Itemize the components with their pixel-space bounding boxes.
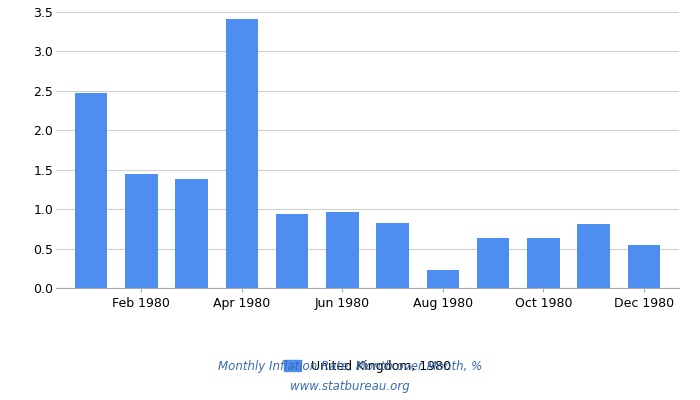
Legend: United Kingdom, 1980: United Kingdom, 1980 [279, 355, 456, 378]
Bar [426, 270, 459, 288]
Bar [276, 214, 309, 288]
Bar [578, 224, 610, 288]
Text: www.statbureau.org: www.statbureau.org [290, 380, 410, 393]
Bar [477, 238, 510, 288]
Bar [527, 238, 560, 288]
Text: Monthly Inflation Rate, Month over Month, %: Monthly Inflation Rate, Month over Month… [218, 360, 482, 373]
Bar [75, 93, 108, 288]
Bar [377, 222, 409, 288]
Bar [627, 246, 660, 288]
Bar [326, 212, 358, 288]
Bar [225, 19, 258, 288]
Bar [175, 179, 208, 288]
Bar [125, 174, 158, 288]
